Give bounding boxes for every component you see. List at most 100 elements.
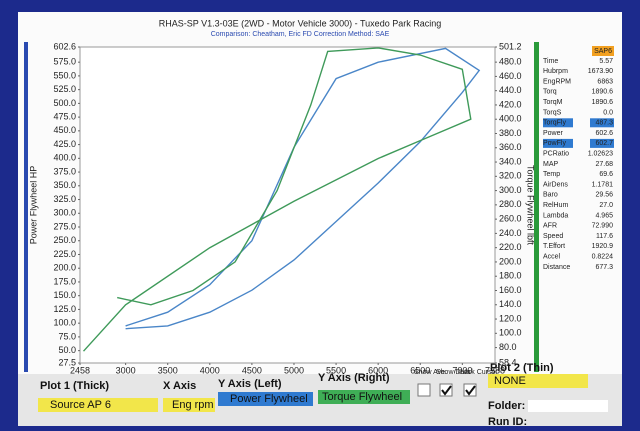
source-field[interactable] <box>38 398 158 412</box>
y2-axis-label: Torque Flywheel lbft <box>526 165 536 246</box>
readout-value: 1920.9 <box>592 243 614 250</box>
y-tick-label: 100.0 <box>53 318 76 328</box>
y2-tick-label: 480.0 <box>499 57 522 67</box>
y-tick-label: 325.0 <box>53 194 76 204</box>
y2-tick-label: 120.0 <box>499 313 522 323</box>
y-tick-label: 225.0 <box>53 249 76 259</box>
y2-tick-label: 380.0 <box>499 128 522 138</box>
readout-name: T.Effort <box>543 243 565 250</box>
y2-tick-label: 220.0 <box>499 242 522 252</box>
readout-name: Lambda <box>543 212 568 219</box>
y2-tick-label: 200.0 <box>499 256 522 266</box>
label: Y Axis (Right) <box>318 372 390 384</box>
y2-tick-label: 100.0 <box>499 328 522 338</box>
checkbox[interactable] <box>439 383 453 397</box>
highlight <box>543 138 573 148</box>
label: X Axis <box>163 380 196 392</box>
readout-value: 1890.6 <box>592 89 614 96</box>
y-right-field[interactable] <box>318 390 410 404</box>
label: Plot 2 (Thin) <box>490 362 554 374</box>
readout-value: 487.3 <box>595 120 613 127</box>
y2-tick-label: 140.0 <box>499 299 522 309</box>
y-tick-label: 450.0 <box>53 125 76 135</box>
readout-value: 1890.6 <box>592 99 614 106</box>
readout-name: AirDens <box>543 181 568 188</box>
readout-header: SAP6 <box>594 48 612 55</box>
label: Folder: <box>488 400 525 412</box>
y2-tick-label: 80.0 <box>499 342 517 352</box>
divider <box>534 42 539 372</box>
y-tick-label: 50.0 <box>58 345 76 355</box>
y-tick-label: 125.0 <box>53 304 76 314</box>
y2-tick-label: 360.0 <box>499 142 522 152</box>
readout-name: TorqM <box>543 99 563 106</box>
x-tick-label: 7388 <box>485 365 505 375</box>
checkbox[interactable] <box>463 383 477 397</box>
x-tick-label: 7000 <box>452 365 472 375</box>
readout-name: EngRPM <box>543 78 571 85</box>
check <box>465 385 476 396</box>
x-tick-label: 3500 <box>158 365 178 375</box>
x-tick-label: 3000 <box>116 365 136 375</box>
y-tick-label: 300.0 <box>53 208 76 218</box>
label: Show Data <box>436 369 470 376</box>
y2-tick-label: 180.0 <box>499 271 522 281</box>
readout-name: Hubrpm <box>543 68 568 75</box>
label: Run ID: <box>488 416 527 426</box>
readout-value: 6863 <box>597 78 613 85</box>
y-tick-label: 575.0 <box>53 57 76 67</box>
series-line <box>125 47 481 330</box>
y-tick-label: 475.0 <box>53 111 76 121</box>
y-left-field[interactable] <box>218 392 313 406</box>
y2-tick-label: 420.0 <box>499 99 522 109</box>
x-field[interactable] <box>163 398 215 412</box>
y-tick-label: 400.0 <box>53 153 76 163</box>
readout-name: Speed <box>543 233 563 240</box>
x-tick-label: 6000 <box>368 365 388 375</box>
label: Lock Cursor <box>460 369 498 376</box>
y-tick-label: 425.0 <box>53 139 76 149</box>
y-tick-label: 375.0 <box>53 166 76 176</box>
x-tick-label: 4500 <box>242 365 262 375</box>
readout-value: 602.6 <box>595 130 613 137</box>
readout-name: Power <box>543 130 564 137</box>
readout-name: PowFly <box>543 140 566 147</box>
readout-value: 1.1781 <box>592 181 614 188</box>
readout-value: 0.8224 <box>592 254 614 261</box>
plot2-field[interactable] <box>488 374 588 388</box>
readout-value: 69.6 <box>599 171 613 178</box>
y-tick-label: 525.0 <box>53 84 76 94</box>
y2-tick-label: 320.0 <box>499 171 522 181</box>
y-tick-label: 150.0 <box>53 290 76 300</box>
readout-value: 0.0 <box>603 109 613 116</box>
readout-value: 72.990 <box>592 223 614 230</box>
y2-tick-label: 240.0 <box>499 228 522 238</box>
y2-tick-label: 400.0 <box>499 114 522 124</box>
label: Y Axis (Left) <box>218 378 282 390</box>
y2-tick-label: 58.4 <box>499 357 517 367</box>
title: RHAS-SP V1.3-03E (2WD - Motor Vehicle 30… <box>159 18 441 28</box>
field-text: Eng rpm <box>172 399 214 411</box>
readout-value: 117.6 <box>596 233 613 240</box>
y2-tick-label: 280.0 <box>499 199 522 209</box>
readout-value: 27.68 <box>595 161 613 168</box>
checkbox[interactable] <box>417 383 431 397</box>
y2-tick-label: 260.0 <box>499 214 522 224</box>
readout-name: Distance <box>543 264 570 271</box>
readout-name: RelHum <box>543 202 568 209</box>
readout-header-bg <box>592 46 614 56</box>
readout-value: 29.56 <box>595 192 613 199</box>
y2-tick-label: 340.0 <box>499 156 522 166</box>
x-tick-label: 5000 <box>284 365 304 375</box>
y-tick-label: 175.0 <box>53 276 76 286</box>
highlight <box>590 118 614 128</box>
y2-tick-label: 300.0 <box>499 185 522 195</box>
readout-name: Accel <box>543 254 561 261</box>
folder-field[interactable] <box>528 400 608 412</box>
y-tick-label: 550.0 <box>53 70 76 80</box>
readout-name: AFR <box>543 223 557 230</box>
field-text: Power Flywheel <box>230 393 308 405</box>
y-tick-label: 200.0 <box>53 263 76 273</box>
readout-value: 4.965 <box>595 212 613 219</box>
